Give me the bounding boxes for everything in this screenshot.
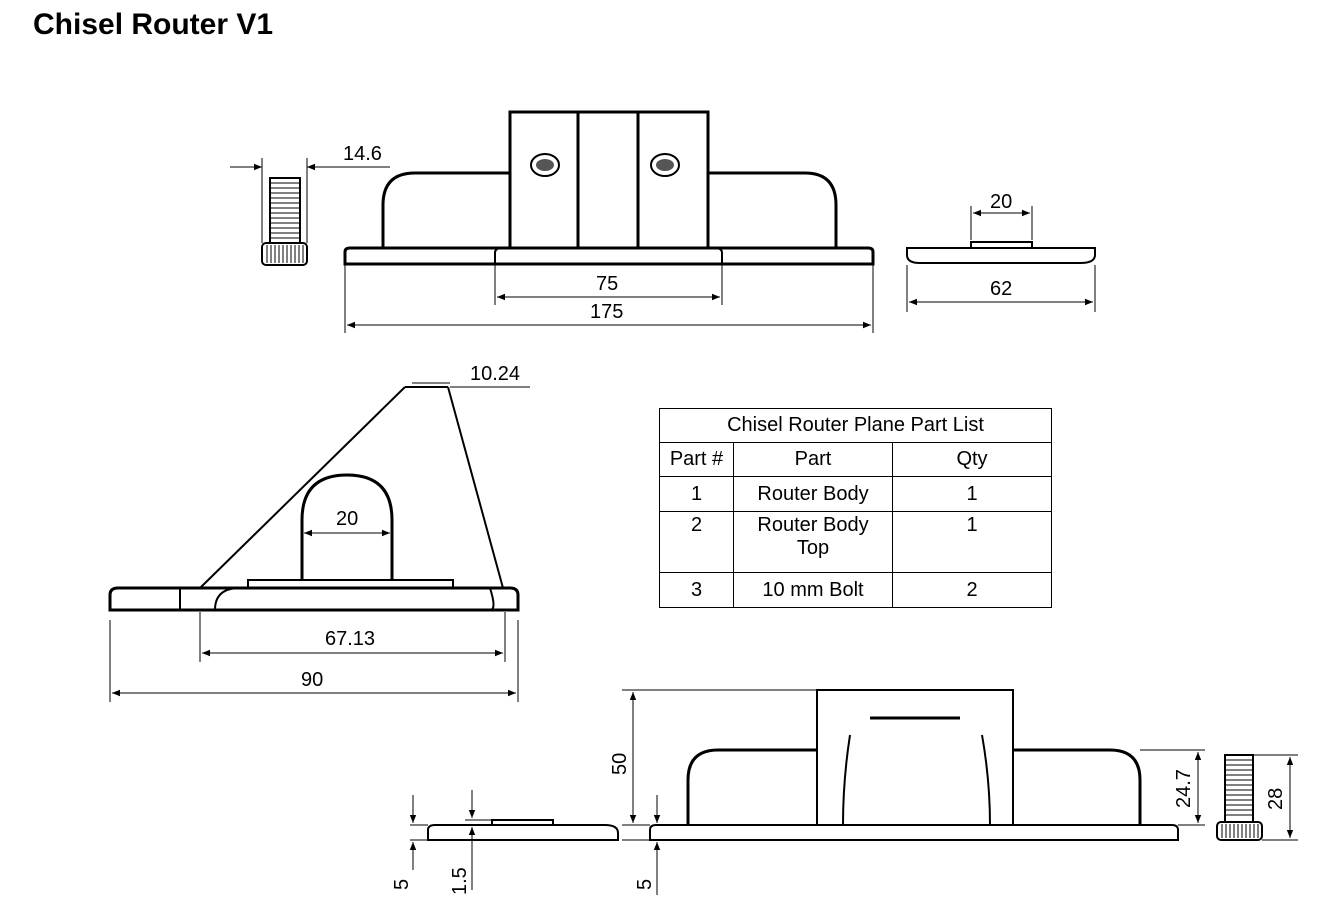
dim-top-thickness: 1.5: [449, 867, 471, 895]
router-body-assembly-view: [622, 689, 1205, 895]
header-part-number: Part #: [659, 442, 734, 477]
dim-slope-base: 67.13: [325, 628, 375, 650]
dim-slot-width: 75: [596, 273, 618, 295]
router-body-end-view: [906, 206, 1096, 312]
dim-rail-height: 24.7: [1173, 769, 1195, 808]
parts-list-table: Chisel Router Plane Part List Part # Par…: [659, 408, 1052, 608]
router-body-front-view: [343, 110, 875, 333]
cell-part: 10 mm Bolt: [733, 572, 893, 608]
cell-qty: 1: [892, 476, 1052, 512]
dim-arch-width: 20: [336, 508, 358, 530]
dim-top-width-end: 20: [990, 191, 1012, 213]
table-caption: Chisel Router Plane Part List: [659, 408, 1052, 443]
router-top-end-view: [409, 790, 619, 890]
dim-apex-width: 10.24: [470, 363, 520, 385]
cell-part-number: 3: [659, 572, 734, 608]
dim-overall-length: 175: [590, 301, 623, 323]
dim-side-width: 90: [301, 669, 323, 691]
dim-bolt-width: 14.6: [343, 143, 382, 165]
dim-base-thickness-b: 5: [634, 879, 656, 890]
cell-part-line1: Router Body: [757, 514, 869, 536]
table-row: 2 Router Body Top 1: [659, 511, 1052, 573]
header-qty: Qty: [892, 442, 1052, 477]
cell-part: Router Body: [733, 476, 893, 512]
bolt-side-view: [1216, 754, 1298, 841]
router-body-side-view: [108, 382, 530, 702]
table-row: 1 Router Body 1: [659, 476, 1052, 512]
cell-part-number: 2: [659, 511, 734, 573]
cell-qty: 1: [892, 511, 1052, 573]
dim-height-total: 50: [609, 753, 631, 775]
dim-bolt-length: 28: [1265, 788, 1287, 810]
bolt-top-view: [230, 158, 390, 266]
cell-part: Router Body Top: [733, 511, 893, 573]
dim-base-thickness-a: 5: [391, 879, 413, 890]
cell-part-number: 1: [659, 476, 734, 512]
dim-end-width: 62: [990, 278, 1012, 300]
table-row: 3 10 mm Bolt 2: [659, 572, 1052, 608]
cell-qty: 2: [892, 572, 1052, 608]
page-title: Chisel Router V1: [33, 8, 274, 41]
header-part: Part: [733, 442, 893, 477]
cell-part-line2: Top: [796, 537, 830, 559]
